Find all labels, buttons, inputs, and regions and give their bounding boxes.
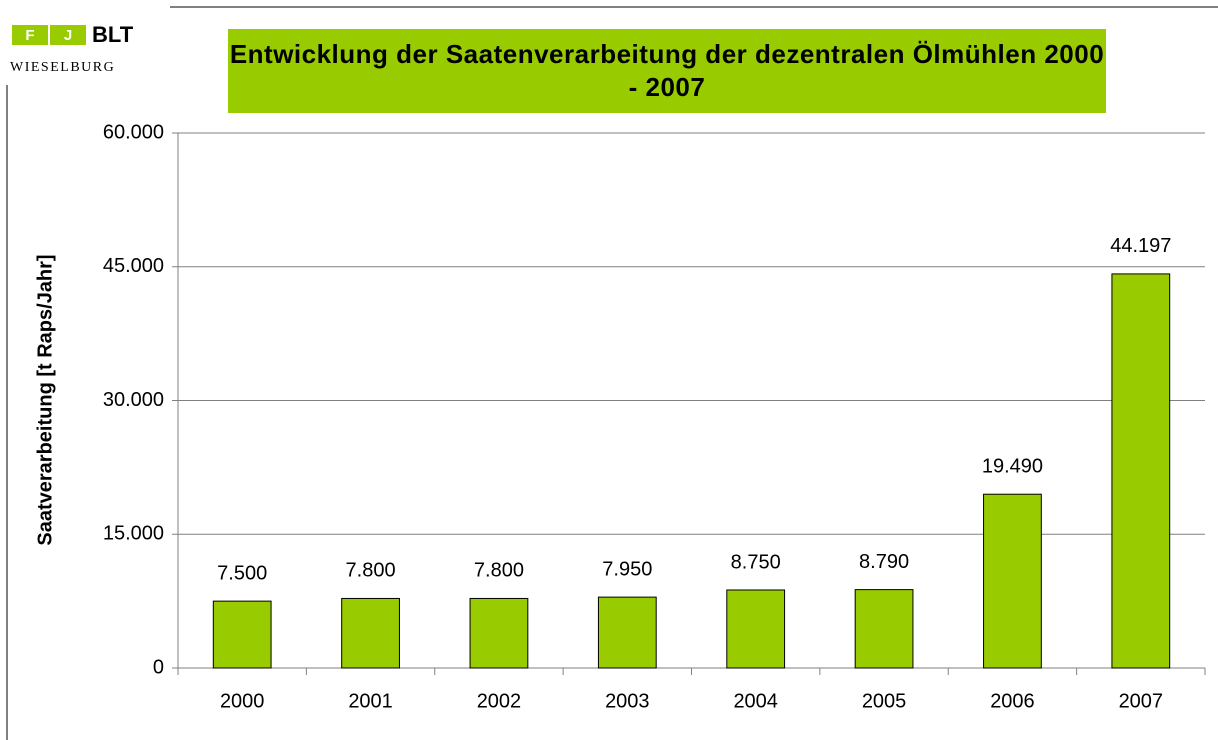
value-label: 7.800 bbox=[346, 560, 396, 582]
bar bbox=[469, 597, 529, 669]
x-tick-label: 2005 bbox=[862, 690, 907, 712]
value-label: 8.790 bbox=[859, 551, 909, 573]
bar bbox=[983, 493, 1042, 669]
bar bbox=[597, 596, 657, 669]
bar bbox=[1111, 273, 1171, 669]
x-tick-label: 2002 bbox=[477, 690, 522, 712]
x-tick-label: 2006 bbox=[990, 690, 1035, 712]
x-tick-label: 2007 bbox=[1119, 690, 1164, 712]
logo-brand: BLT bbox=[92, 22, 134, 47]
bar bbox=[854, 589, 914, 669]
y-tick-label: 0 bbox=[153, 656, 164, 678]
logo-box bbox=[50, 25, 86, 45]
value-label: 19.490 bbox=[982, 455, 1043, 477]
x-tick-label: 2001 bbox=[348, 690, 393, 712]
chart-title: Entwicklung der Saatenverarbeitung der d… bbox=[228, 29, 1106, 113]
x-tick-label: 2004 bbox=[733, 690, 778, 712]
y-axis-label: Saatverarbeitung [t Raps/Jahr] bbox=[34, 254, 56, 545]
logo-place: WIESELBURG bbox=[10, 60, 115, 75]
x-tick-label: 2000 bbox=[220, 690, 265, 712]
value-label: 8.750 bbox=[731, 551, 781, 573]
x-tick-label: 2003 bbox=[605, 690, 650, 712]
y-tick-label: 30.000 bbox=[103, 389, 164, 411]
value-label: 7.950 bbox=[602, 558, 652, 580]
logo-j: J bbox=[64, 27, 72, 44]
value-label: 44.197 bbox=[1110, 235, 1171, 257]
y-tick-label: 15.000 bbox=[103, 523, 164, 545]
logo-f: F bbox=[25, 27, 34, 44]
value-label: 7.500 bbox=[217, 562, 267, 584]
bar bbox=[726, 589, 786, 669]
bar bbox=[341, 597, 400, 669]
y-tick-label: 60.000 bbox=[103, 121, 164, 143]
logo-box bbox=[12, 25, 48, 45]
y-tick-label: 45.000 bbox=[103, 255, 164, 277]
value-label: 7.800 bbox=[474, 560, 524, 582]
bar bbox=[212, 600, 272, 669]
